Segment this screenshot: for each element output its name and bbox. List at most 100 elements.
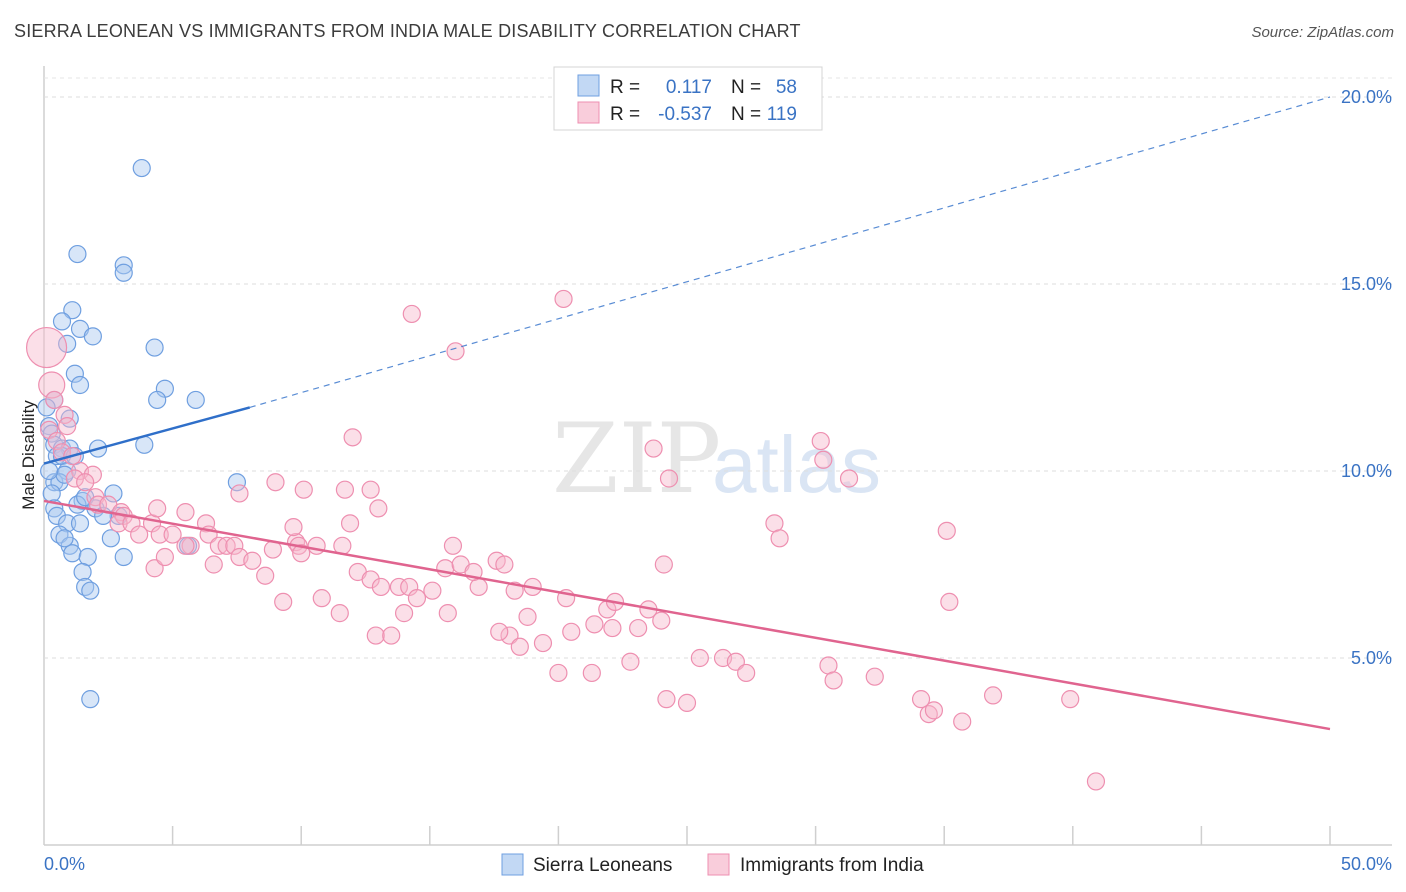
- point-india: [58, 417, 77, 436]
- chart-title: SIERRA LEONEAN VS IMMIGRANTS FROM INDIA …: [14, 21, 801, 41]
- trend-line-india: [43, 499, 1331, 731]
- point-india: [726, 652, 745, 671]
- point-india: [443, 536, 463, 555]
- point-india: [911, 690, 931, 709]
- point-sierra-leonean: [37, 398, 56, 417]
- point-sierra-leonean: [81, 690, 100, 709]
- point-sierra-leonean: [104, 484, 123, 503]
- x-tick-label-max: 50.0%: [1341, 854, 1392, 874]
- x-tick-label-min: 0.0%: [44, 854, 85, 874]
- point-india: [621, 652, 640, 671]
- point-india: [274, 592, 293, 612]
- point-india: [312, 589, 331, 608]
- y-tick-label: 10.0%: [1341, 461, 1392, 481]
- point-india: [55, 405, 74, 424]
- legend-n-label-0: N =: [731, 77, 761, 98]
- point-india: [865, 667, 884, 686]
- point-india: [217, 536, 236, 555]
- point-india: [343, 428, 362, 447]
- point-india: [340, 514, 360, 533]
- x-tick-marks: [171, 826, 1331, 845]
- legend-n-label-1: N =: [731, 104, 761, 125]
- point-india: [824, 671, 843, 690]
- point-india: [953, 712, 972, 731]
- point-india: [495, 555, 514, 574]
- y-tick-label: 20.0%: [1341, 87, 1392, 107]
- point-india: [38, 371, 66, 399]
- point-sierra-leonean: [63, 544, 82, 563]
- y-tick-labels: 5.0% 10.0% 15.0% 20.0%: [1341, 87, 1392, 668]
- point-india: [402, 304, 421, 324]
- point-sierra-leonean: [101, 529, 120, 548]
- point-india: [737, 663, 756, 683]
- point-sierra-leonean: [42, 484, 61, 503]
- watermark-zip: ZIP: [552, 403, 721, 515]
- point-india: [644, 439, 663, 458]
- chart-source: Source: ZipAtlas.com: [1251, 24, 1394, 41]
- point-india: [225, 536, 244, 555]
- bottom-legend-label-sierra: Sierra Leoneans: [533, 855, 672, 876]
- point-sierra-leonean: [55, 465, 74, 484]
- point-sierra-leonean: [186, 390, 205, 410]
- trend-line-sierra-dashed: [249, 96, 1331, 408]
- point-sierra-leonean: [70, 514, 90, 533]
- point-sierra-leonean: [47, 506, 66, 525]
- y-tick-label: 5.0%: [1351, 648, 1392, 668]
- point-india: [307, 536, 326, 555]
- y-axis-label: Male Disability: [19, 400, 38, 510]
- point-india: [549, 663, 568, 683]
- legend-swatch-india: [577, 101, 600, 124]
- point-india: [423, 581, 442, 600]
- point-india: [145, 559, 164, 578]
- point-india: [983, 686, 1003, 705]
- bottom-legend-swatch-india: [707, 853, 730, 876]
- point-india: [924, 701, 944, 720]
- point-india: [204, 555, 223, 574]
- legend-r-label-0: R =: [610, 77, 640, 98]
- point-sierra-leonean: [145, 338, 164, 357]
- bottom-legend-label-india: Immigrants from India: [740, 855, 924, 876]
- point-india: [371, 577, 391, 597]
- point-sierra-leonean: [114, 263, 133, 282]
- point-india: [369, 499, 388, 518]
- series-legend: Sierra Leoneans Immigrants from India: [501, 853, 924, 876]
- point-india: [937, 521, 956, 540]
- point-india: [394, 604, 414, 623]
- point-india: [266, 473, 285, 492]
- watermark: ZIP atlas: [552, 403, 881, 515]
- point-india: [366, 626, 385, 645]
- point-india: [382, 626, 401, 645]
- point-india: [155, 547, 174, 567]
- point-india: [294, 480, 313, 499]
- point-sierra-leonean: [148, 390, 167, 410]
- point-india: [652, 611, 671, 630]
- point-sierra-leonean: [73, 562, 92, 582]
- point-sierra-leonean: [68, 244, 87, 264]
- legend-swatch-sierra: [577, 74, 600, 97]
- point-sierra-leonean: [81, 581, 100, 600]
- point-india: [839, 469, 859, 488]
- legend-n-value-0: 58: [776, 77, 797, 98]
- point-india: [562, 622, 581, 641]
- point-india: [582, 663, 601, 683]
- point-india: [603, 618, 622, 638]
- point-india: [150, 525, 169, 544]
- point-india: [163, 525, 182, 544]
- point-india: [45, 390, 64, 410]
- point-india: [230, 484, 249, 503]
- point-india: [770, 529, 789, 548]
- point-india: [335, 480, 355, 499]
- point-india: [677, 693, 697, 712]
- point-india: [65, 469, 84, 488]
- gridlines: [44, 77, 1392, 659]
- legend-r-value-1: -0.537: [658, 104, 712, 125]
- point-sierra-leonean: [52, 312, 72, 331]
- point-sierra-leonean: [63, 301, 82, 320]
- point-india: [83, 465, 102, 484]
- point-india: [940, 592, 959, 612]
- trend-line-sierra-solid: [43, 406, 251, 465]
- point-india: [256, 566, 275, 585]
- point-sierra-leonean: [45, 473, 64, 492]
- point-india: [243, 551, 262, 570]
- point-india: [814, 450, 833, 469]
